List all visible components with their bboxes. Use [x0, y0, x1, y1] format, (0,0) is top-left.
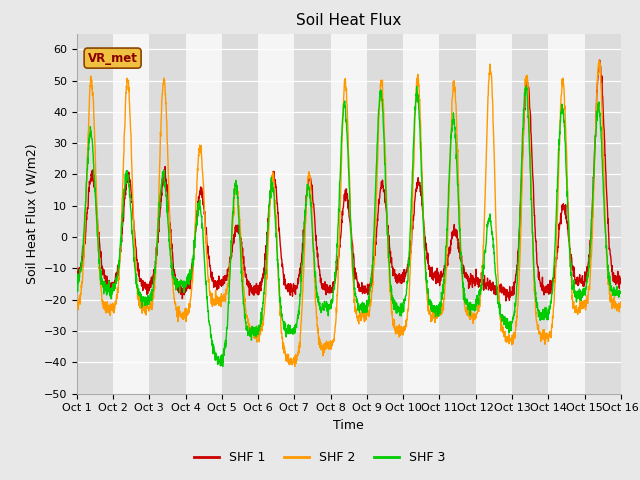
- SHF 1: [507, 292, 515, 298]
- SHF 2: [376, 82, 384, 87]
- SHF 2: [291, 363, 299, 369]
- SHF 3: [365, 296, 372, 302]
- SHF 2: [225, 278, 232, 284]
- Y-axis label: Soil Heat Flux ( W/m2): Soil Heat Flux ( W/m2): [25, 144, 38, 284]
- SHF 3: [73, 283, 81, 289]
- SHF 1: [365, 289, 372, 295]
- Bar: [294, 34, 331, 394]
- SHF 3: [617, 290, 625, 296]
- Bar: [77, 34, 113, 394]
- SHF 3: [376, 91, 384, 96]
- Bar: [512, 34, 548, 394]
- SHF 3: [522, 83, 530, 89]
- SHF 1: [73, 265, 81, 271]
- Bar: [440, 34, 476, 394]
- Text: VR_met: VR_met: [88, 51, 138, 65]
- SHF 1: [617, 281, 625, 287]
- SHF 1: [376, 188, 384, 194]
- X-axis label: Time: Time: [333, 419, 364, 432]
- SHF 3: [570, 285, 577, 290]
- SHF 2: [617, 299, 625, 305]
- SHF 3: [507, 328, 515, 334]
- Line: SHF 3: SHF 3: [77, 86, 621, 367]
- Bar: [584, 34, 621, 394]
- Line: SHF 1: SHF 1: [77, 60, 621, 301]
- Bar: [367, 34, 403, 394]
- SHF 3: [584, 270, 592, 276]
- SHF 1: [569, 264, 577, 270]
- SHF 3: [219, 364, 227, 370]
- SHF 1: [584, 262, 592, 268]
- SHF 3: [225, 300, 232, 306]
- SHF 1: [502, 298, 509, 304]
- SHF 2: [595, 58, 603, 63]
- SHF 2: [584, 294, 592, 300]
- Line: SHF 2: SHF 2: [77, 60, 621, 366]
- SHF 2: [365, 308, 372, 314]
- SHF 1: [596, 57, 604, 63]
- SHF 2: [73, 299, 81, 305]
- Bar: [222, 34, 258, 394]
- SHF 2: [569, 299, 577, 305]
- SHF 1: [225, 274, 232, 280]
- SHF 2: [507, 337, 515, 343]
- Legend: SHF 1, SHF 2, SHF 3: SHF 1, SHF 2, SHF 3: [189, 446, 451, 469]
- Bar: [149, 34, 186, 394]
- Title: Soil Heat Flux: Soil Heat Flux: [296, 13, 401, 28]
